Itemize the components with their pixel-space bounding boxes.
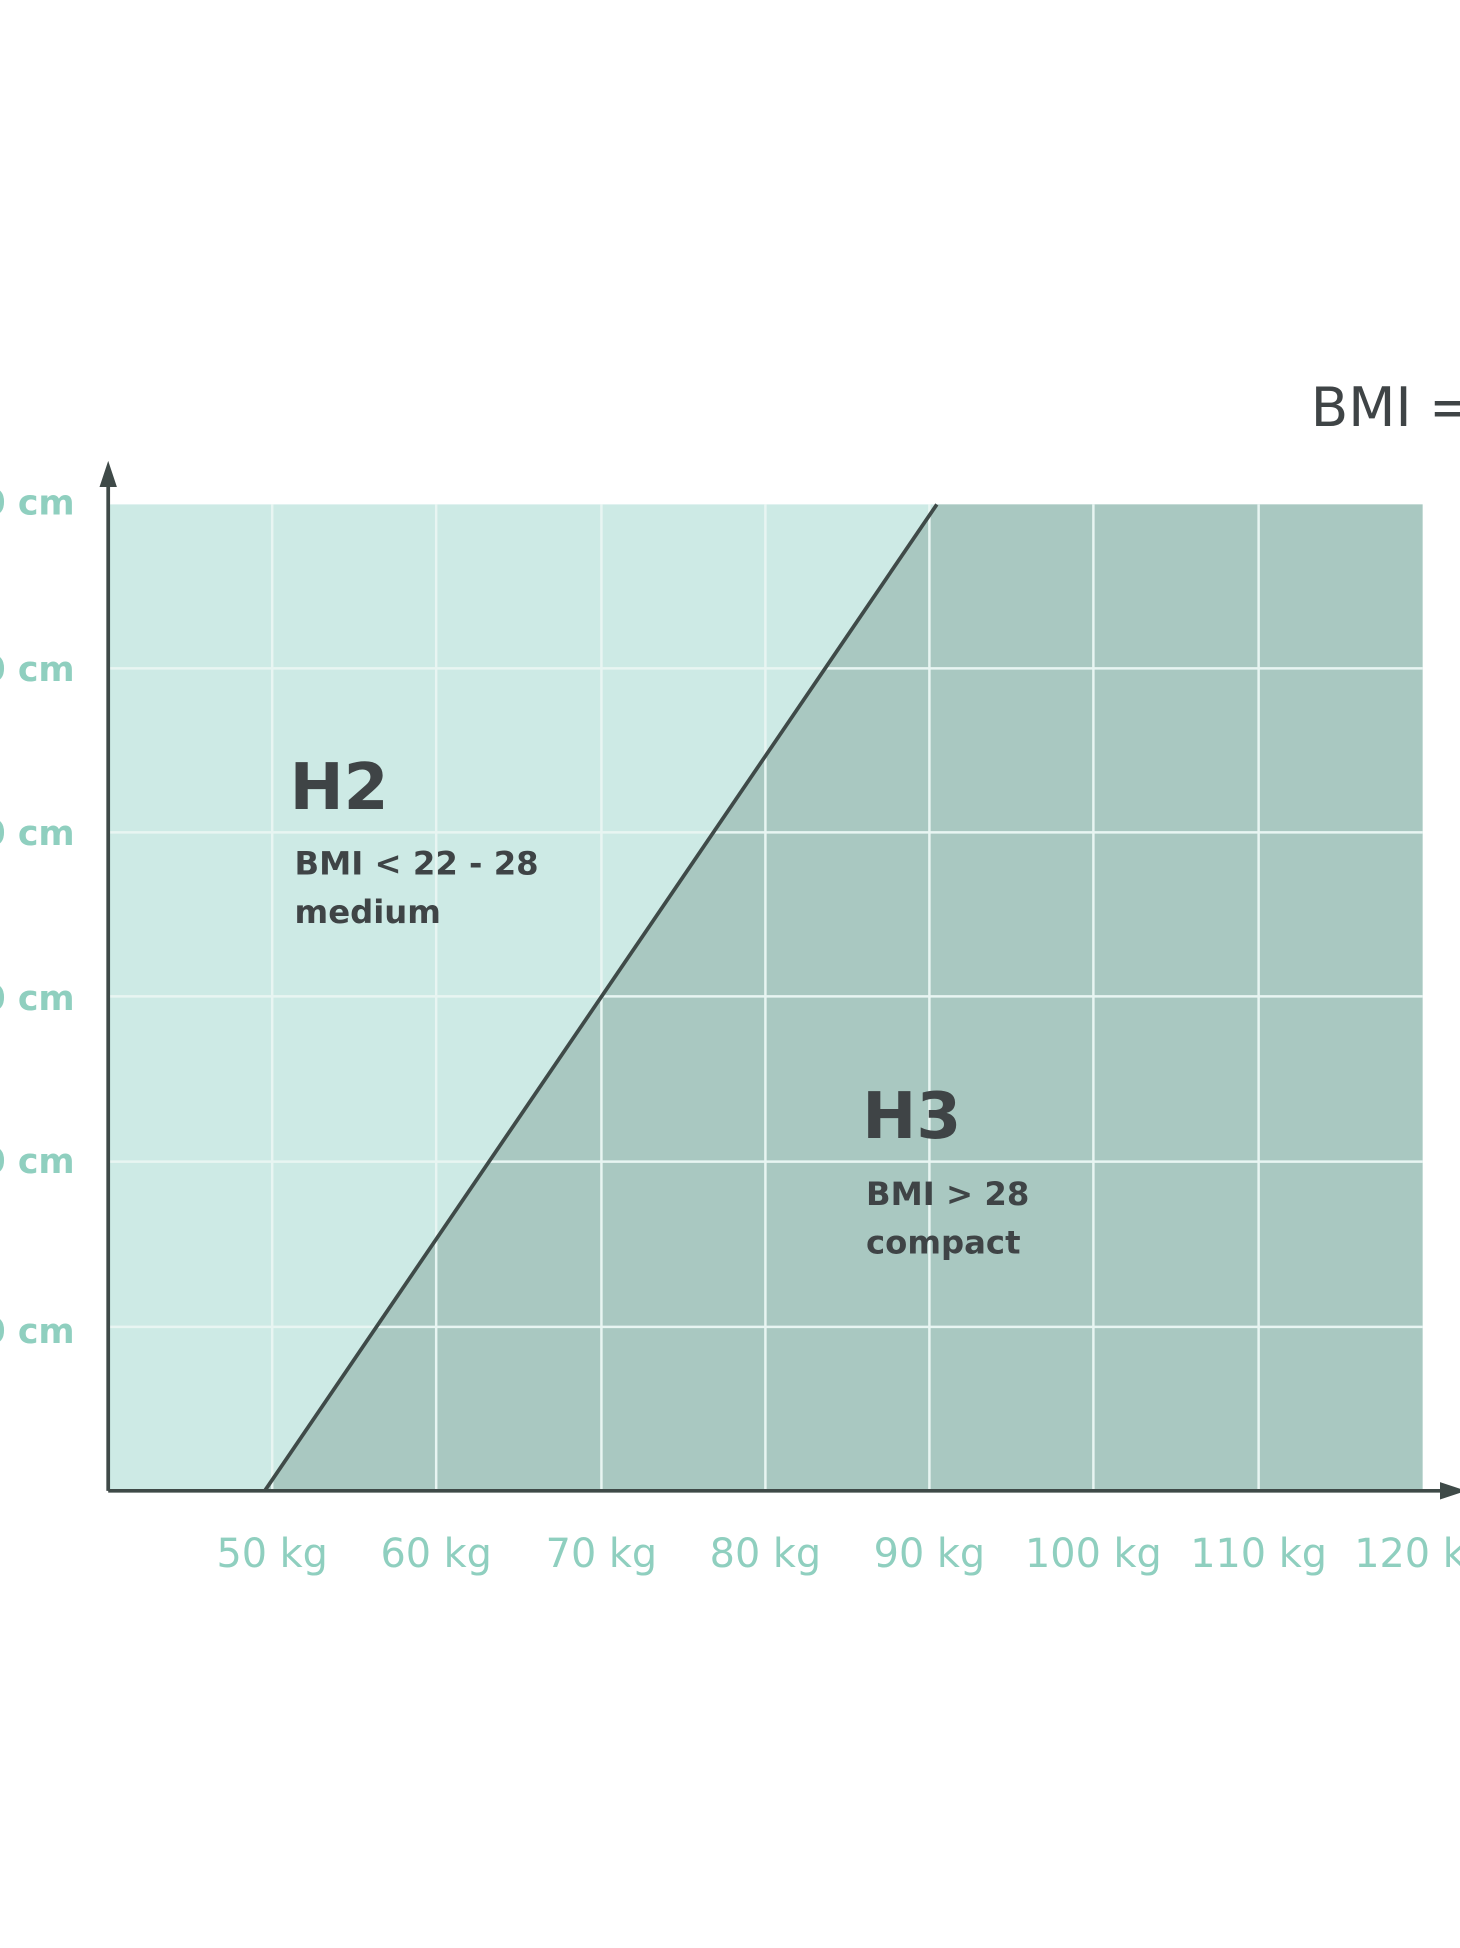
x-label: 60 kg — [380, 1531, 491, 1577]
y-label: 0 cm — [0, 979, 75, 1019]
x-label: 110 kg — [1190, 1531, 1327, 1577]
region-name: H2 — [290, 750, 389, 825]
x-label: 80 kg — [710, 1531, 821, 1577]
x-label: 90 kg — [874, 1531, 985, 1577]
y-label: 0 cm — [0, 1312, 75, 1352]
y-label: 0 cm — [0, 1142, 75, 1182]
y-arrow — [99, 460, 117, 487]
x-label: 70 kg — [546, 1531, 657, 1577]
y-label: 0 cm — [0, 483, 75, 523]
x-label: 100 kg — [1025, 1531, 1162, 1577]
x-arrow — [1440, 1482, 1460, 1500]
region-bmi: BMI < 22 - 28 — [295, 845, 539, 883]
region-name: H3 — [862, 1079, 961, 1154]
x-label: 120 kg — [1354, 1531, 1460, 1577]
region-label: compact — [866, 1224, 1020, 1262]
y-label: 0 cm — [0, 650, 75, 690]
x-label: 50 kg — [216, 1531, 327, 1577]
boundary-line — [263, 503, 939, 1492]
region-label: medium — [295, 893, 441, 931]
region-bmi: BMI > 28 — [866, 1175, 1029, 1213]
grid — [108, 504, 1423, 1491]
formula: BMI = — [1311, 375, 1460, 439]
y-label: 0 cm — [0, 814, 75, 854]
